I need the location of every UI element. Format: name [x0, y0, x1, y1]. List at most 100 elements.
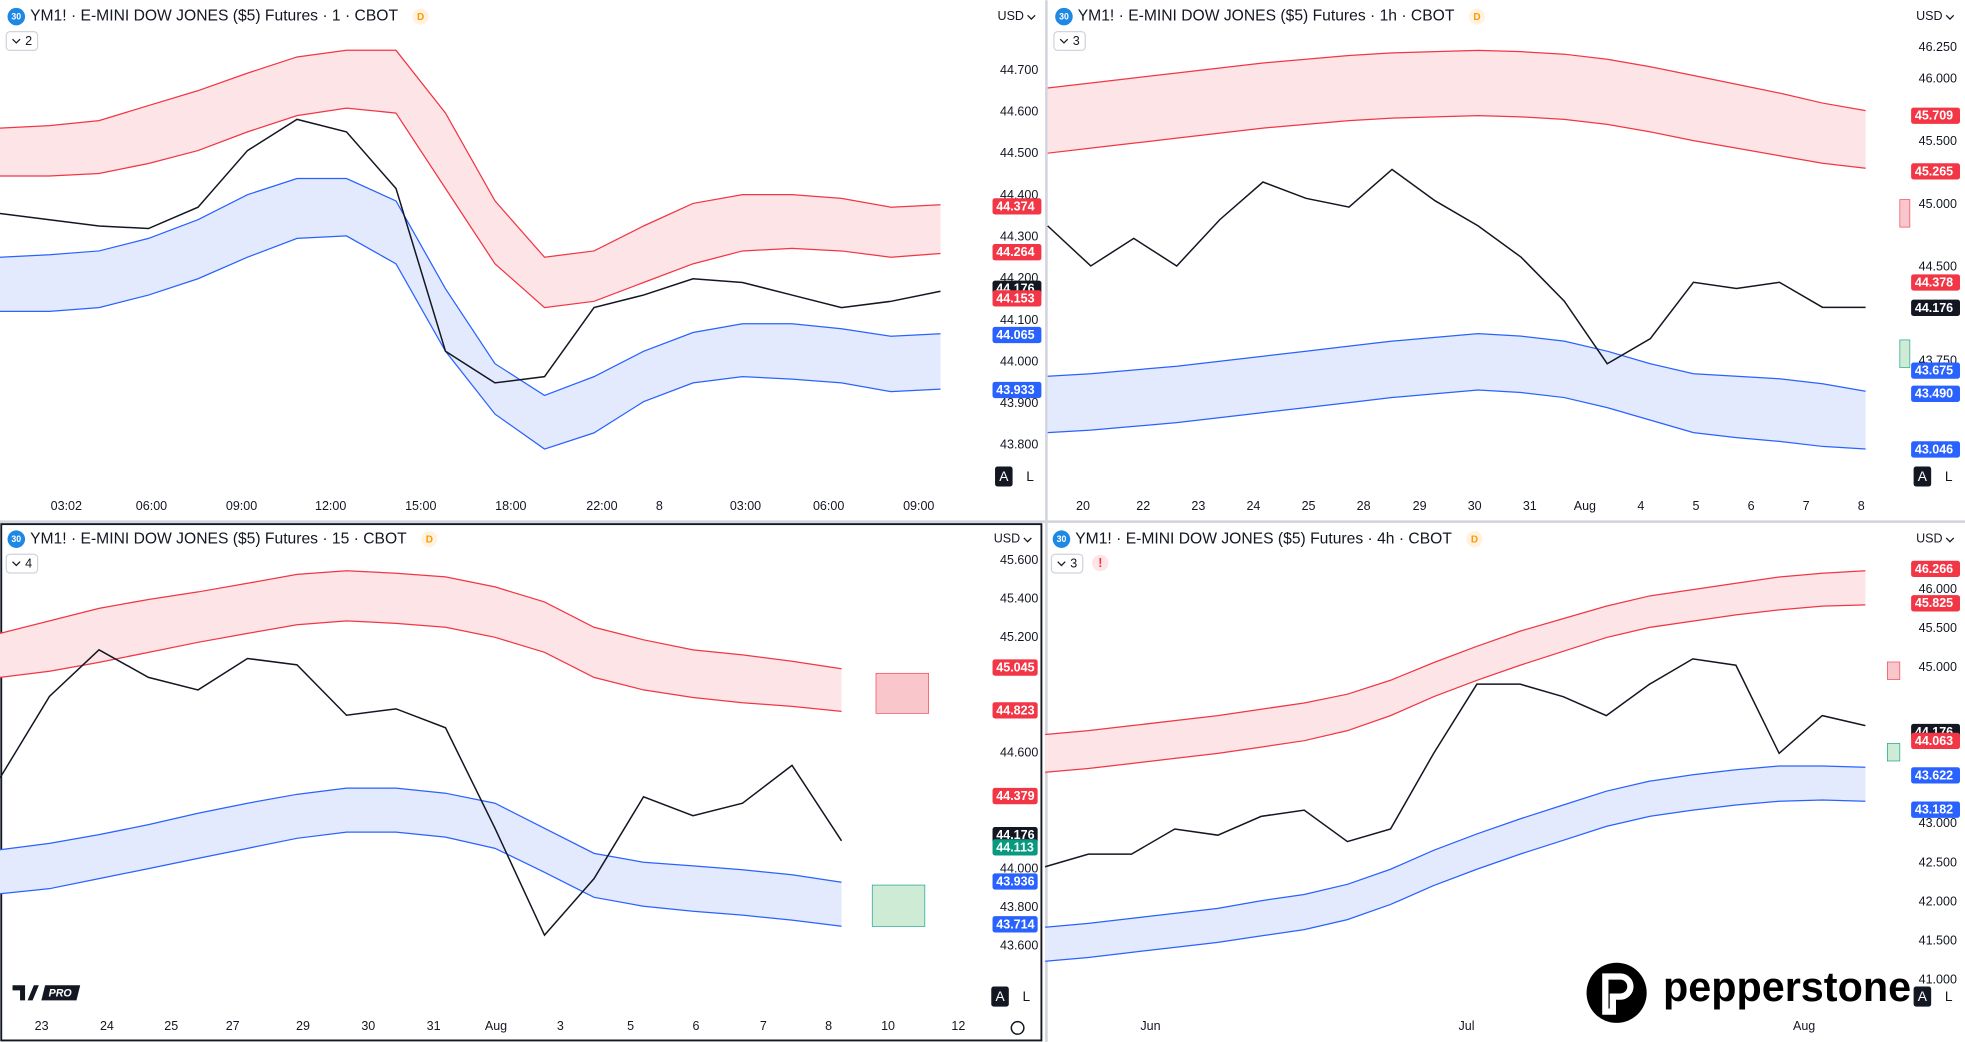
x-tick-label: 8: [825, 1019, 832, 1033]
indicator-count: 2: [25, 34, 32, 48]
x-tick-label: Aug: [1793, 1019, 1815, 1033]
x-tick-label: 27: [226, 1019, 240, 1033]
x-tick-label: 15:00: [405, 499, 436, 513]
watermark: pepperstone: [1663, 964, 1911, 1010]
x-tick-label: 22:00: [586, 499, 617, 513]
scale-button-bg[interactable]: [1913, 986, 1932, 1007]
y-tick-label: 44.700: [1000, 63, 1038, 77]
x-tick-label: Aug: [485, 1019, 507, 1033]
y-tick-label: 43.800: [1000, 900, 1038, 914]
y-tick-label: 45.000: [1919, 197, 1957, 211]
badge-label: D: [417, 12, 424, 23]
symbol-icon: [7, 530, 26, 548]
badge-icon: [1468, 8, 1486, 25]
x-tick-label: 03:02: [51, 499, 82, 513]
price-tag: [992, 916, 1038, 933]
chevron: [1059, 38, 1069, 44]
currency-label[interactable]: USD: [1916, 531, 1942, 545]
x-tick-label: 06:00: [136, 499, 167, 513]
band-line: [1045, 799, 1866, 962]
x-tick-label: 5: [1692, 499, 1699, 513]
indicator-toggle[interactable]: [5, 553, 39, 574]
band-line: [1045, 765, 1866, 928]
chevron: [1027, 14, 1036, 20]
scale-button[interactable]: A: [999, 469, 1009, 484]
x-tick-label: 29: [296, 1019, 310, 1033]
price-line: [0, 118, 941, 384]
scale-button[interactable]: L: [1945, 989, 1953, 1004]
indicator-count: 3: [1070, 557, 1077, 571]
band-line: [0, 620, 842, 712]
badge-label: D: [1473, 12, 1480, 23]
tv-pro-label: PRO: [49, 987, 73, 999]
alert-label: !: [1098, 556, 1102, 570]
x-tick-label: 18:00: [495, 499, 526, 513]
band-fill: [1047, 333, 1866, 449]
chevron: [1057, 561, 1066, 567]
x-tick-label: 30: [361, 1019, 375, 1033]
scale-button[interactable]: A: [995, 989, 1005, 1004]
zone-box: [1886, 661, 1901, 680]
indicator-count: 3: [1073, 34, 1080, 48]
scale-button-bg[interactable]: [995, 466, 1013, 487]
scale-button-bg[interactable]: [991, 986, 1009, 1007]
y-tick-label: 44.100: [1000, 313, 1038, 327]
chevron: [1945, 14, 1955, 20]
price-tag: [992, 659, 1038, 676]
band-line: [0, 570, 842, 670]
y-tick-label: 41.000: [1919, 972, 1957, 986]
y-tick-label: 43.800: [1000, 438, 1038, 452]
scale-button[interactable]: L: [1023, 989, 1031, 1004]
y-tick-label: 45.600: [1000, 553, 1038, 567]
y-tick-label: 42.500: [1919, 855, 1957, 869]
y-tick-label: 44.500: [1000, 146, 1038, 160]
band-line: [0, 107, 941, 309]
x-tick-label: 6: [1748, 499, 1755, 513]
band-fill: [1045, 765, 1866, 962]
scale-button[interactable]: A: [1918, 989, 1928, 1004]
currency-label[interactable]: USD: [998, 9, 1024, 23]
scale-button[interactable]: A: [1918, 469, 1928, 484]
indicator-toggle[interactable]: [1050, 553, 1084, 574]
price-tag: [1911, 801, 1960, 818]
x-tick-label: 12:00: [315, 499, 346, 513]
scale-button[interactable]: L: [1026, 469, 1034, 484]
price-tag: [1911, 441, 1960, 458]
price-tag-label: 44.264: [996, 245, 1034, 259]
chart-title: YM1! · E-MINI DOW JONES ($5) Futures · 1…: [30, 530, 407, 547]
currency-label[interactable]: USD: [994, 531, 1020, 545]
y-tick-label: 44.300: [1000, 230, 1038, 244]
scale-button[interactable]: L: [1945, 469, 1953, 484]
price-tag: [992, 873, 1038, 890]
price-tag: [992, 702, 1038, 719]
indicator-toggle[interactable]: [5, 31, 39, 52]
band-line: [1047, 389, 1866, 450]
y-tick-label: 43.600: [1000, 939, 1038, 953]
price-tag-label: 45.265: [1915, 164, 1953, 178]
price-tag-label: 43.182: [1915, 803, 1953, 817]
indicator-toggle[interactable]: [1053, 31, 1086, 52]
band-line: [0, 49, 941, 258]
x-tick-label: 10: [881, 1019, 895, 1033]
y-tick-label: 44.600: [1000, 105, 1038, 119]
price-tag: [992, 326, 1042, 344]
band-fill: [1045, 570, 1866, 773]
price-line: [0, 648, 843, 937]
band-line: [1047, 333, 1866, 392]
scale-button-bg[interactable]: [1913, 466, 1932, 487]
price-tag-label: 43.933: [996, 383, 1034, 397]
x-tick-label: 06:00: [813, 499, 844, 513]
x-tick-label: 25: [164, 1019, 178, 1033]
badge-label: D: [426, 534, 433, 545]
x-tick-label: 30: [1468, 499, 1482, 513]
x-tick-label: 24: [100, 1019, 114, 1033]
price-line: [1044, 658, 1866, 868]
x-tick-label: 29: [1413, 499, 1427, 513]
x-tick-label: 8: [1858, 499, 1865, 513]
price-tag: [1911, 595, 1960, 612]
currency-label[interactable]: USD: [1916, 9, 1942, 23]
chart-title: YM1! · E-MINI DOW JONES ($5) Futures · 1…: [30, 8, 398, 25]
price-tag: [1911, 362, 1960, 379]
settings-icon[interactable]: [1010, 1020, 1025, 1035]
badge-icon: [1466, 531, 1483, 548]
